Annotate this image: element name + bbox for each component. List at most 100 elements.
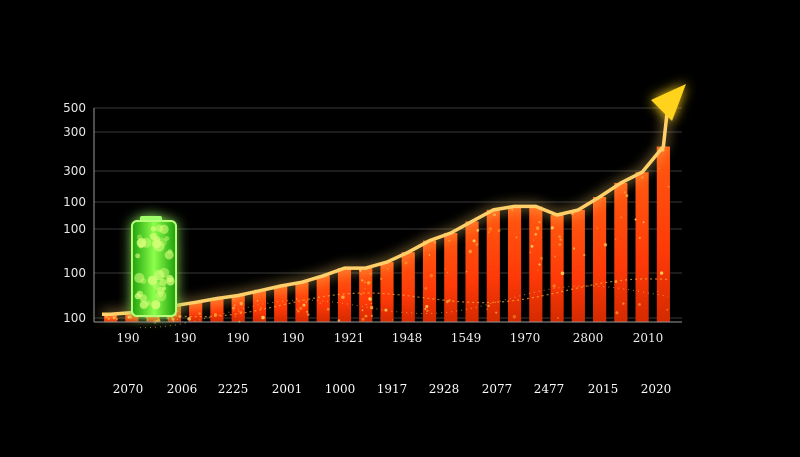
sparkle xyxy=(538,263,541,266)
sparkle xyxy=(259,306,263,309)
battery-bubble xyxy=(159,224,169,234)
x-tick-label-secondary: 2077 xyxy=(482,382,513,396)
sparkle xyxy=(487,304,490,308)
sparkle xyxy=(560,271,565,276)
sparkle xyxy=(198,312,201,315)
sparkle xyxy=(113,316,116,319)
trend-line-path xyxy=(102,103,670,317)
sparkle xyxy=(558,235,562,239)
sparkle xyxy=(552,284,556,288)
sparkle xyxy=(386,268,389,270)
sparkle xyxy=(583,253,586,257)
sparkle xyxy=(369,305,374,310)
sparkle xyxy=(425,305,429,308)
x-tick-label: 190 xyxy=(227,331,250,345)
battery-bubble xyxy=(151,300,161,310)
bar xyxy=(189,302,203,322)
sparkle xyxy=(178,316,180,318)
bar xyxy=(274,286,288,322)
x-tick-label-secondary: 2070 xyxy=(113,382,144,396)
sparkle xyxy=(487,231,491,234)
x-tick-label: 1970 xyxy=(510,331,541,345)
bar xyxy=(337,268,352,322)
battery-bubble xyxy=(162,286,167,291)
sparkle xyxy=(319,302,321,304)
bar xyxy=(550,215,564,322)
y-tick-label: 100 xyxy=(63,222,86,236)
sparkle xyxy=(365,303,367,306)
bars xyxy=(104,146,670,322)
sparkle xyxy=(534,233,537,236)
bar xyxy=(210,298,224,322)
sparkle xyxy=(465,270,468,273)
battery-icon xyxy=(131,216,177,317)
sparkle xyxy=(157,319,161,323)
sparkle xyxy=(307,313,310,316)
sparkle xyxy=(214,313,217,317)
sparkle xyxy=(444,268,446,270)
sparkle xyxy=(299,306,303,310)
sparkle xyxy=(468,249,472,254)
sparkle xyxy=(146,319,149,321)
sparkle xyxy=(488,227,493,231)
y-tick-label: 100 xyxy=(63,195,86,209)
x-tick-label-secondary: 2006 xyxy=(167,382,198,396)
sparkle xyxy=(550,226,554,230)
sparkle xyxy=(537,269,539,272)
bar xyxy=(593,197,607,322)
x-tick-label: 190 xyxy=(174,331,197,345)
bar xyxy=(422,240,437,322)
battery-bubble xyxy=(145,300,151,306)
y-tick-label: 300 xyxy=(63,164,86,178)
battery-bubble xyxy=(159,278,167,287)
sparkle xyxy=(424,287,428,290)
battery-bubble xyxy=(154,236,161,243)
battery-bubble xyxy=(158,292,164,298)
sparkle xyxy=(558,243,562,246)
sparkle xyxy=(557,317,559,319)
sparkle xyxy=(596,227,599,229)
sparkle xyxy=(497,229,501,233)
sparkle xyxy=(495,311,498,314)
sparkle xyxy=(233,304,236,307)
battery-bubble xyxy=(134,272,145,284)
sparkle xyxy=(434,241,436,244)
x-tick-label: 2010 xyxy=(633,331,664,345)
x-tick-label: 190 xyxy=(117,331,140,345)
sparkle xyxy=(667,185,670,188)
sparkle xyxy=(404,261,408,265)
sparkle xyxy=(232,306,236,310)
battery-bubble xyxy=(134,293,141,300)
sparkle xyxy=(535,226,540,230)
sparkle xyxy=(533,239,535,241)
sparkle xyxy=(634,218,637,221)
bar xyxy=(316,275,330,322)
sparkle xyxy=(573,247,576,250)
sparkle xyxy=(622,302,625,305)
sparkle xyxy=(658,167,660,169)
sparkle xyxy=(177,310,179,312)
sparkle xyxy=(539,256,544,260)
sparkle xyxy=(116,318,118,320)
arrow-head-icon xyxy=(651,84,686,121)
battery-bubble xyxy=(166,277,175,286)
battery-bubble xyxy=(147,275,158,286)
x-tick-label-secondary: 2225 xyxy=(218,382,249,396)
sparkle xyxy=(176,319,178,321)
y-tick-label: 100 xyxy=(63,266,86,280)
bar xyxy=(635,172,649,322)
sparkle xyxy=(379,277,383,280)
x-tick-label-secondary: 2477 xyxy=(534,382,565,396)
sparkle xyxy=(428,254,431,256)
sparkle xyxy=(109,317,112,319)
sparkle xyxy=(623,191,626,194)
sparkle xyxy=(359,269,362,272)
x-tick-label-secondary: 2928 xyxy=(429,382,460,396)
sparkle xyxy=(364,281,366,284)
y-axis-ticks: 500 300 300 100 100 100 100 xyxy=(63,101,86,325)
sparkle xyxy=(512,315,517,319)
x-tick-label: 190 xyxy=(282,331,305,345)
sparkle xyxy=(615,311,619,315)
sparkle xyxy=(370,314,373,317)
